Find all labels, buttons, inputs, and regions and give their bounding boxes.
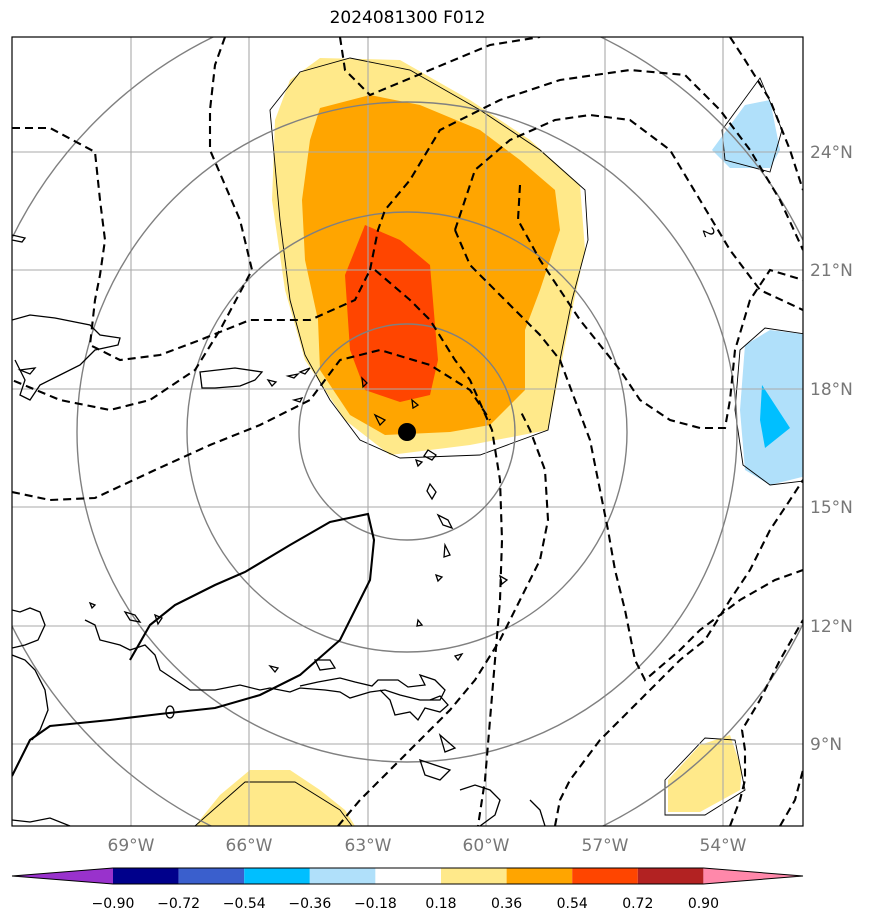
anomaly-fill-yellow-southeast [668, 735, 742, 812]
lon-label: 60°W [463, 836, 510, 856]
colorbar: −0.90 −0.72 −0.54 −0.36 −0.18 0.18 0.36 … [11, 867, 804, 912]
colorbar-tick-labels: −0.90 −0.72 −0.54 −0.36 −0.18 0.18 0.36 … [92, 896, 719, 912]
anomaly-fill-cyan-east [760, 385, 790, 448]
lat-label: 21°N [810, 261, 853, 281]
range-rings [12, 37, 803, 826]
colorbar-arrow-right [703, 868, 803, 884]
lat-label: 15°N [810, 498, 853, 518]
longitude-labels: 69°W 66°W 63°W 60°W 57°W 54°W [108, 836, 747, 856]
colorbar-tick-label: 0.36 [491, 896, 522, 912]
lon-label: 66°W [226, 836, 273, 856]
colorbar-tick-label: 0.90 [688, 896, 719, 912]
lat-label: 18°N [810, 380, 853, 400]
colorbar-tick-label: −0.36 [288, 896, 331, 912]
lat-label: 12°N [810, 617, 853, 637]
lon-label: 63°W [345, 836, 392, 856]
colorbar-tick-label: −0.54 [223, 896, 266, 912]
colorbar-segment [375, 868, 441, 884]
colorbar-tick-label: 0.54 [557, 896, 588, 912]
contour-label: 2 [698, 225, 718, 240]
colorbar-segment [506, 868, 573, 884]
dashed-contours [12, 37, 803, 826]
anomaly-fill-yellow-south [195, 770, 355, 826]
colorbar-tick-label: 0.72 [622, 896, 653, 912]
lon-label: 57°W [582, 836, 629, 856]
colorbar-segment [244, 868, 310, 884]
colorbar-segment [637, 868, 704, 884]
plot-frame [11, 36, 804, 827]
anomaly-fill-light-blue-north [712, 100, 780, 168]
map-title: 2024081300 F012 [329, 8, 486, 28]
colorbar-tick-label: −0.18 [354, 896, 397, 912]
colorbar-segment [113, 868, 179, 884]
lon-label: 54°W [700, 836, 747, 856]
map-plot-area: 2 [12, 37, 803, 826]
storm-center-marker [398, 423, 416, 441]
colorbar-segment [572, 868, 638, 884]
lat-label: 24°N [810, 143, 853, 163]
colorbar-arrow-left [12, 868, 113, 884]
lon-label: 69°W [108, 836, 155, 856]
latitude-labels: 24°N 21°N 18°N 15°N 12°N 9°N [810, 143, 853, 755]
lat-label: 9°N [810, 735, 842, 755]
colorbar-outline [11, 867, 804, 885]
colorbar-tick-label: 0.18 [425, 896, 456, 912]
colorbar-segment [441, 868, 507, 884]
colorbar-tick-label: −0.90 [92, 896, 135, 912]
solid-contour [12, 512, 376, 777]
colorbar-segment [178, 868, 245, 884]
colorbar-segment [309, 868, 376, 884]
colorbar-tick-label: −0.72 [157, 896, 200, 912]
coastlines [12, 234, 546, 826]
